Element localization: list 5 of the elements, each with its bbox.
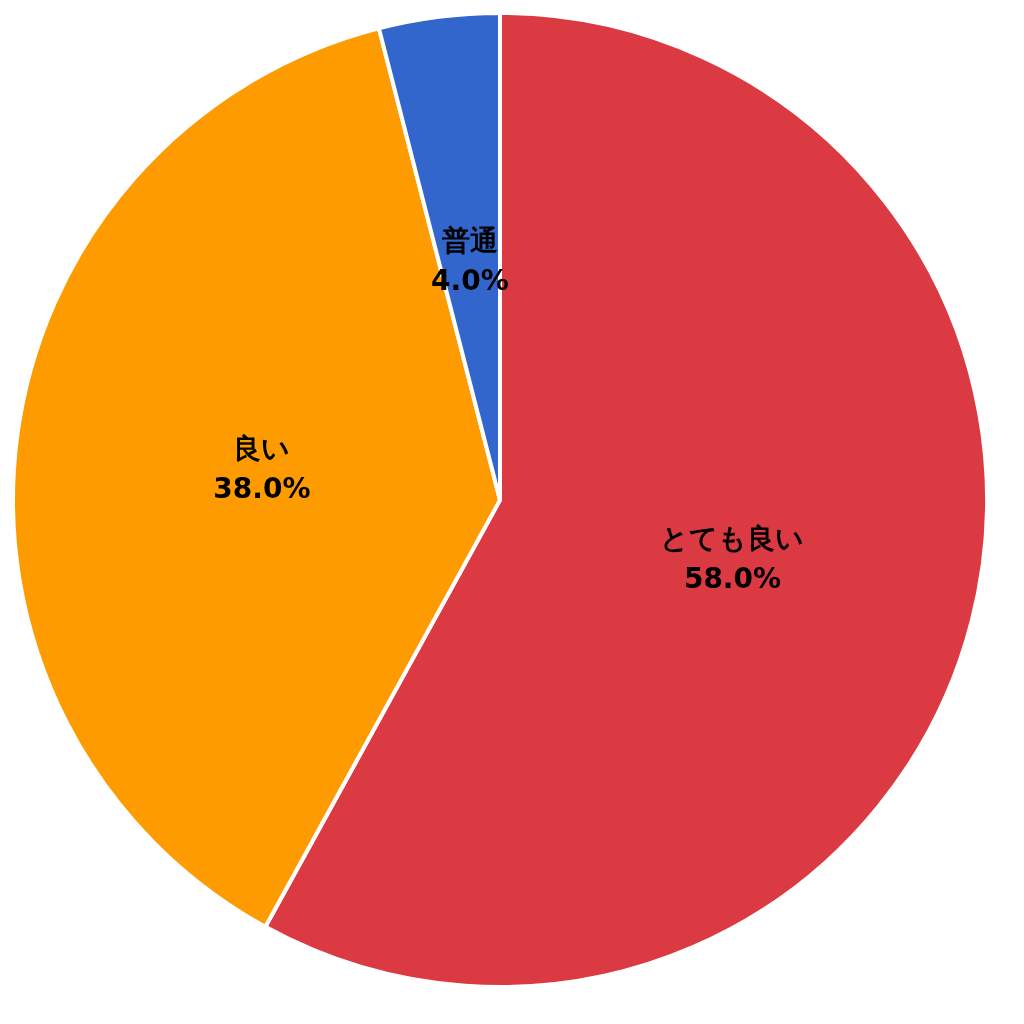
slice-label: 良い	[233, 431, 291, 465]
slice-label: 普通	[440, 223, 498, 257]
data-label: 38.0%	[213, 471, 311, 505]
slice-label: とても良い	[660, 521, 805, 555]
data-label: 58.0%	[683, 561, 782, 595]
